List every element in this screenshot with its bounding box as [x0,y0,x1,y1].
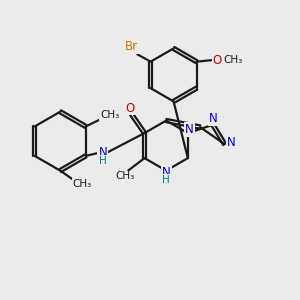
Text: CH₃: CH₃ [116,171,135,182]
Text: N: N [209,112,218,125]
Text: H: H [162,175,170,185]
Text: CH₃: CH₃ [100,110,119,120]
Text: N: N [98,146,107,159]
Text: O: O [125,101,134,115]
Text: H: H [99,156,106,166]
Text: CH₃: CH₃ [224,55,243,65]
Text: Br: Br [125,40,138,53]
Text: CH₃: CH₃ [73,179,92,189]
Text: N: N [227,136,236,149]
Text: N: N [162,166,171,178]
Text: O: O [212,54,222,67]
Text: N: N [185,123,194,136]
